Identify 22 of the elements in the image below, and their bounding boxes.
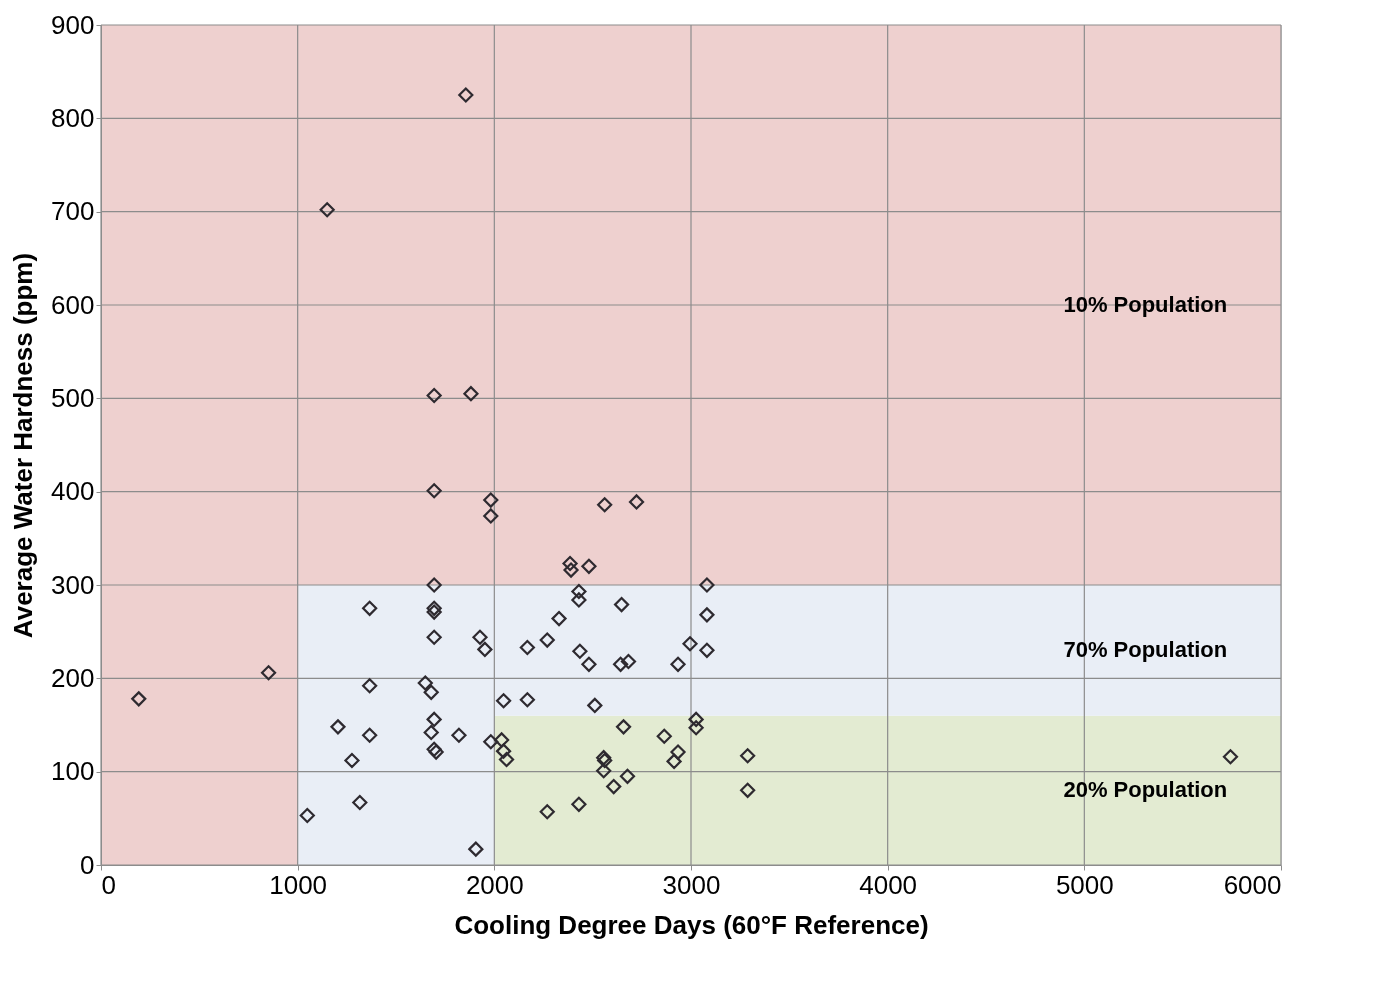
y-tick-label: 300	[51, 569, 95, 600]
x-tick-label: 6000	[1223, 869, 1282, 900]
x-tick-label: 4000	[859, 869, 918, 900]
x-tick-label: 3000	[662, 869, 721, 900]
x-tick-label: 0	[101, 869, 116, 900]
y-axis-title: Average Water Hardness (ppm)	[8, 252, 39, 639]
x-tick-label: 1000	[269, 869, 328, 900]
y-tick-label: 600	[51, 289, 95, 320]
y-tick-label: 100	[51, 756, 95, 787]
y-tick-label: 700	[51, 196, 95, 227]
y-tick-label: 900	[51, 9, 95, 40]
y-tick-label: 0	[80, 849, 95, 880]
y-tick-label: 200	[51, 662, 95, 693]
x-tick-label: 5000	[1055, 869, 1114, 900]
x-axis-title: Cooling Degree Days (60°F Reference)	[454, 909, 929, 940]
x-tick-label: 2000	[465, 869, 524, 900]
band-label: 20% Population	[1063, 777, 1228, 803]
y-tick-label: 400	[51, 476, 95, 507]
y-tick-label: 800	[51, 102, 95, 133]
band-label: 70% Population	[1063, 637, 1228, 663]
y-tick-label: 500	[51, 382, 95, 413]
band-label: 10% Population	[1063, 292, 1228, 317]
